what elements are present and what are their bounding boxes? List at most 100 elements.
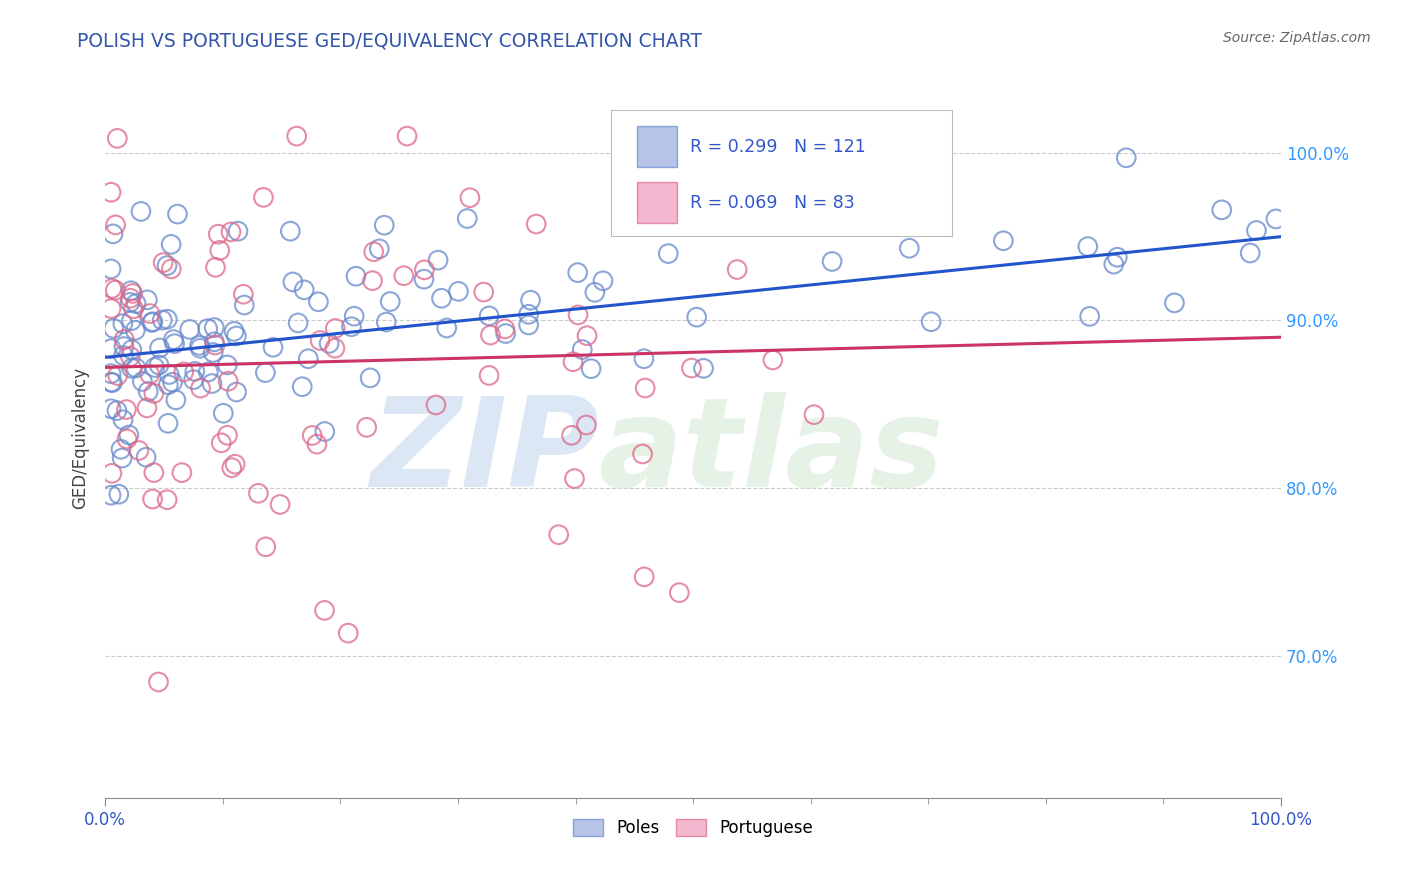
Point: [100, 185, 122, 199]
Point: [762, 353, 785, 368]
Point: [101, 281, 124, 295]
Point: [120, 350, 142, 364]
Point: [430, 291, 453, 305]
Point: [831, 129, 853, 144]
Point: [561, 428, 583, 442]
Point: [714, 147, 737, 161]
Point: [564, 472, 586, 486]
Point: [160, 237, 183, 252]
Point: [1163, 296, 1185, 310]
Point: [122, 301, 145, 316]
FancyBboxPatch shape: [637, 182, 676, 223]
Point: [668, 585, 690, 599]
Point: [148, 675, 170, 690]
Point: [111, 317, 134, 331]
Point: [166, 207, 188, 221]
Point: [579, 361, 602, 376]
Point: [105, 131, 128, 145]
Point: [920, 315, 942, 329]
Point: [115, 432, 138, 446]
Point: [173, 365, 195, 379]
Point: [309, 334, 332, 348]
Point: [156, 312, 179, 326]
Point: [361, 274, 384, 288]
Point: [898, 241, 921, 255]
Point: [373, 218, 395, 232]
Point: [124, 323, 146, 337]
Point: [337, 626, 360, 640]
Point: [188, 341, 211, 355]
Point: [100, 342, 122, 356]
Point: [425, 398, 447, 412]
Point: [219, 225, 242, 239]
Point: [104, 283, 127, 297]
Point: [115, 402, 138, 417]
FancyBboxPatch shape: [637, 127, 676, 168]
Point: [157, 377, 180, 392]
Point: [108, 487, 131, 501]
Point: [112, 340, 135, 354]
Point: [232, 287, 254, 301]
Point: [375, 315, 398, 329]
Point: [343, 310, 366, 324]
Point: [269, 498, 291, 512]
Point: [138, 368, 160, 382]
Point: [458, 191, 481, 205]
Point: [657, 246, 679, 260]
Point: [202, 334, 225, 349]
Point: [101, 467, 124, 481]
Point: [120, 291, 142, 305]
Point: [100, 488, 122, 502]
Point: [163, 336, 186, 351]
Point: [368, 242, 391, 256]
Point: [547, 527, 569, 541]
Point: [305, 437, 328, 451]
Point: [356, 420, 378, 434]
Point: [100, 301, 122, 316]
Point: [136, 293, 159, 307]
Point: [254, 366, 277, 380]
Point: [567, 266, 589, 280]
Point: [121, 361, 143, 376]
Point: [456, 211, 478, 226]
Point: [314, 425, 336, 439]
Point: [121, 313, 143, 327]
Point: [380, 294, 402, 309]
Text: POLISH VS PORTUGUESE GED/EQUIVALENCY CORRELATION CHART: POLISH VS PORTUGUESE GED/EQUIVALENCY COR…: [77, 31, 703, 50]
Point: [217, 428, 239, 442]
Point: [152, 255, 174, 269]
Point: [121, 343, 143, 357]
Point: [224, 457, 246, 471]
Point: [1264, 211, 1286, 226]
Point: [821, 254, 844, 268]
Point: [363, 244, 385, 259]
Legend: Poles, Portuguese: Poles, Portuguese: [567, 813, 820, 844]
Point: [297, 351, 319, 366]
Point: [107, 368, 129, 383]
Point: [233, 298, 256, 312]
Point: [129, 204, 152, 219]
Point: [197, 365, 219, 379]
Point: [301, 428, 323, 442]
Point: [340, 319, 363, 334]
Point: [633, 351, 655, 366]
Point: [120, 284, 142, 298]
Point: [100, 375, 122, 389]
Text: R = 0.069   N = 83: R = 0.069 N = 83: [689, 194, 855, 211]
Point: [225, 384, 247, 399]
Point: [112, 349, 135, 363]
Point: [993, 234, 1015, 248]
Point: [190, 381, 212, 395]
Point: [101, 376, 124, 390]
Point: [1211, 202, 1233, 217]
Point: [436, 321, 458, 335]
Point: [344, 269, 367, 284]
Point: [495, 326, 517, 341]
Point: [135, 450, 157, 465]
Point: [447, 285, 470, 299]
Point: [1107, 250, 1129, 264]
Point: [104, 218, 127, 232]
Point: [103, 321, 125, 335]
Point: [1102, 257, 1125, 271]
Point: [139, 307, 162, 321]
